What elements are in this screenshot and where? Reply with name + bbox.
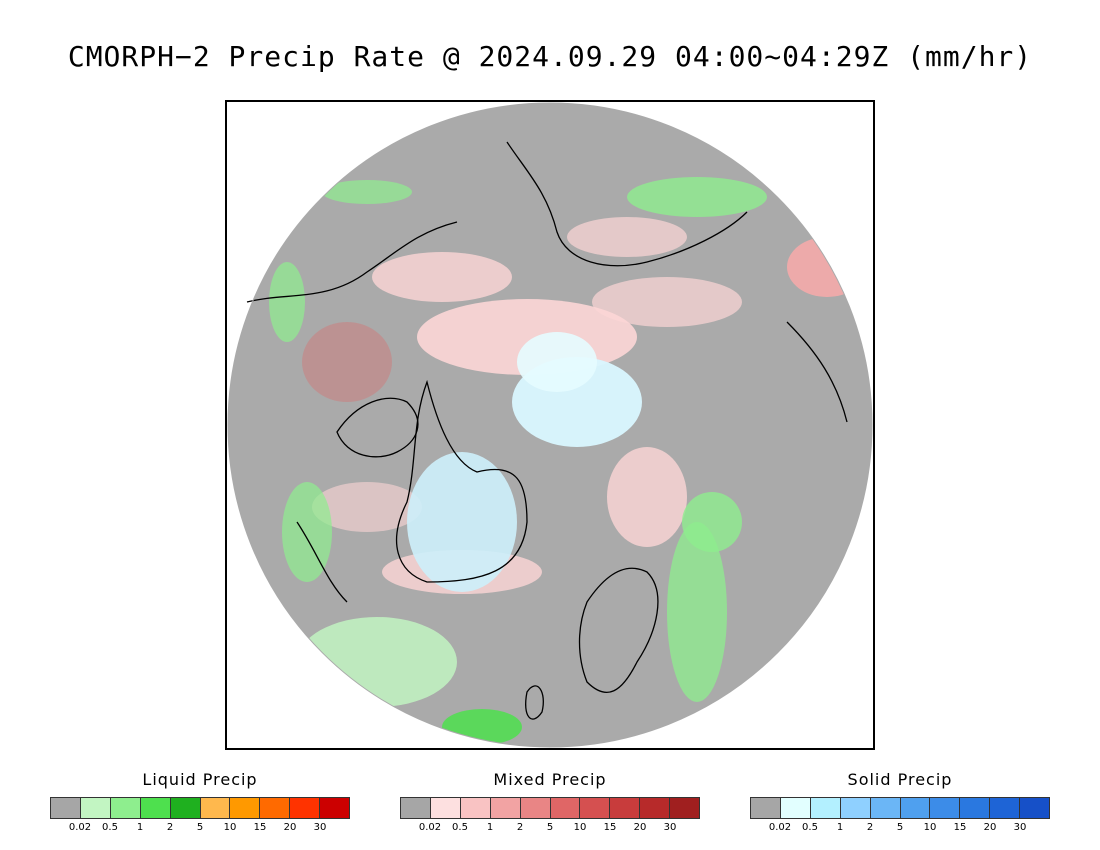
legend-liquid-tick: 20 [283,822,297,833]
legend-mixed-title: Mixed Precip [493,770,607,789]
legend-solid-swatch [900,798,931,818]
legend-mixed-tick: 0.02 [418,822,442,833]
legend-solid-tick: 0.5 [802,822,818,833]
legend-liquid-tick: 2 [166,822,174,833]
legend-solid: Solid Precip 0.02 0.5 1 2 5 10 15 20 30 [750,770,1050,833]
legend-solid-tick: 20 [983,822,997,833]
polar-map [225,100,875,750]
legend-liquid-swatch [140,798,171,818]
legend-liquid-swatch [110,798,141,818]
legend-mixed-swatch [580,798,611,818]
legend-liquid-swatch [320,798,350,818]
legend-liquid-tick: 0.5 [102,822,118,833]
legend-mixed-tick: 0.5 [452,822,468,833]
legend-solid-swatch [751,798,781,818]
legend-solid-bar [750,797,1050,819]
legend-solid-tick: 2 [866,822,874,833]
legend-mixed-tick: 10 [573,822,587,833]
legend-solid-tick: 10 [923,822,937,833]
legend-mixed-tick: 2 [516,822,524,833]
legend-solid-tick: 5 [896,822,904,833]
legend-liquid-swatch [170,798,201,818]
legend-liquid-swatch [260,798,291,818]
legend-mixed: Mixed Precip 0.02 0.5 1 2 5 10 15 20 30 [400,770,700,833]
legend-mixed-swatch [460,798,491,818]
legend-liquid-tick: 30 [313,822,327,833]
legend-mixed-swatch [401,798,431,818]
legend-solid-swatch [840,798,871,818]
legend-solid-tick: 0.02 [768,822,792,833]
legend-liquid-swatch [200,798,231,818]
legend-mixed-swatch [430,798,461,818]
legend-mixed-swatch [520,798,551,818]
legend-solid-swatch [930,798,961,818]
legend-solid-title: Solid Precip [847,770,953,789]
legend-solid-swatch [960,798,991,818]
legend-liquid-swatch [51,798,81,818]
legend-liquid-tick: 10 [223,822,237,833]
legend-liquid-bar [50,797,350,819]
legend-liquid-tick: 0.02 [68,822,92,833]
legend-mixed-bar [400,797,700,819]
legend-solid-swatch [990,798,1021,818]
legend-mixed-swatch [550,798,581,818]
legend-solid-tick: 30 [1013,822,1027,833]
legend-mixed-tick: 15 [603,822,617,833]
legend-solid-tick: 15 [953,822,967,833]
legend-solid-swatch [780,798,811,818]
legend-liquid-tick: 15 [253,822,267,833]
map-title: CMORPH−2 Precip Rate @ 2024.09.29 04:00~… [67,40,1033,73]
legend-mixed-swatch [670,798,700,818]
coastlines [246,141,848,720]
legend-mixed-swatch [610,798,641,818]
legend-liquid-title: Liquid Precip [142,770,258,789]
legend-solid-swatch [810,798,841,818]
legend-liquid-swatch [290,798,321,818]
legend-solid-ticks: 0.02 0.5 1 2 5 10 15 20 30 [750,819,1050,833]
legend-liquid: Liquid Precip 0.02 0.5 1 2 5 10 15 20 30 [50,770,350,833]
polar-map-svg [227,102,873,748]
legend-mixed-tick: 5 [546,822,554,833]
legend-liquid-swatch [80,798,111,818]
legend-mixed-tick: 20 [633,822,647,833]
legend-mixed-ticks: 0.02 0.5 1 2 5 10 15 20 30 [400,819,700,833]
legend-liquid-swatch [230,798,261,818]
legend-solid-swatch [870,798,901,818]
legend-solid-swatch [1020,798,1050,818]
legend-liquid-tick: 5 [196,822,204,833]
legend-solid-tick: 1 [836,822,844,833]
legend-mixed-tick: 1 [486,822,494,833]
legend-mixed-tick: 30 [663,822,677,833]
legend-mixed-swatch [490,798,521,818]
legend-mixed-swatch [640,798,671,818]
legend-liquid-ticks: 0.02 0.5 1 2 5 10 15 20 30 [50,819,350,833]
map-disk-edge [227,102,873,748]
legend-liquid-tick: 1 [136,822,144,833]
